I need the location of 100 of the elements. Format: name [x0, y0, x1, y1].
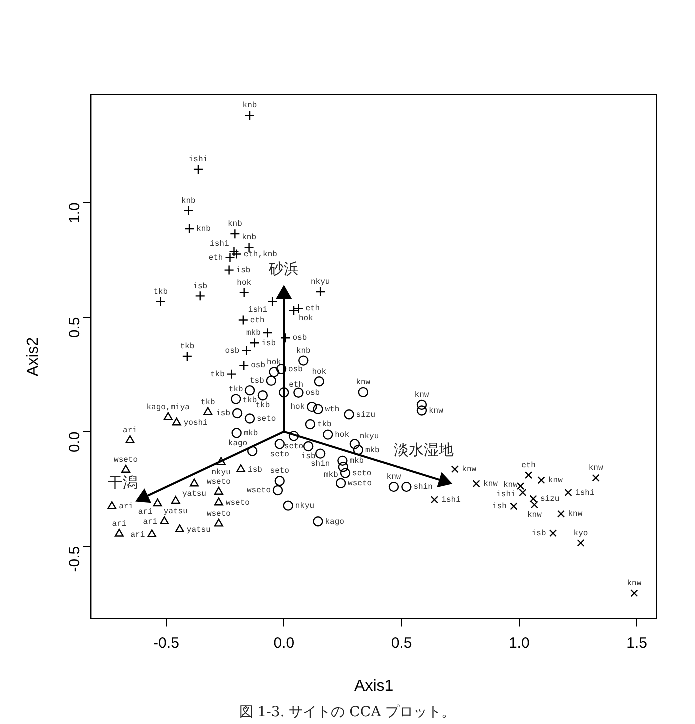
data-label: knw — [462, 466, 477, 475]
data-label: tkb — [242, 396, 258, 406]
data-label: seto — [352, 469, 372, 478]
data-label: eth — [208, 254, 224, 263]
data-label: ari — [112, 520, 127, 530]
data-label: knw — [414, 391, 430, 400]
x-tick-label: 1.5 — [626, 634, 648, 652]
data-label: knw — [504, 480, 518, 490]
data-label: sizu — [540, 495, 560, 504]
data-label: knw — [568, 510, 583, 520]
data-label: seto — [284, 442, 304, 452]
data-label: isb — [216, 410, 231, 419]
data-label: ishi — [248, 306, 268, 316]
data-label: hok — [335, 430, 350, 440]
data-label: shin — [310, 460, 330, 469]
data-label: eth — [522, 461, 536, 470]
data-label: kago — [228, 439, 248, 448]
data-label: isb — [193, 282, 208, 292]
data-label: ari — [138, 508, 153, 517]
data-label: osb — [292, 334, 308, 344]
data-label: knb — [181, 196, 196, 206]
data-label: sizu — [356, 410, 376, 420]
y-tick-label: 1.0 — [66, 202, 84, 224]
data-label: knw — [428, 406, 444, 416]
data-label: knb — [242, 102, 258, 111]
data-label: mkb — [350, 457, 364, 466]
data-label: ishi — [576, 488, 595, 498]
data-label: knb — [296, 346, 312, 356]
data-label: knw — [548, 476, 564, 486]
series-label: 干潟 — [108, 474, 138, 492]
series-label: 淡水湿地 — [394, 441, 454, 460]
x-tick-label: 0.0 — [274, 634, 295, 652]
data-label: knb — [228, 220, 243, 230]
data-label: eth — [250, 316, 266, 326]
data-label: knw — [527, 511, 542, 520]
data-label: yatsu — [182, 490, 207, 499]
data-label: tkb — [256, 402, 270, 411]
data-label: wseto — [226, 498, 250, 508]
data-label: eth — [306, 304, 320, 314]
data-label: ishi — [188, 156, 208, 165]
data-label: ishi — [496, 490, 516, 500]
data-label: wseto — [114, 456, 138, 466]
x-tick-label: 0.5 — [391, 634, 412, 652]
data-label: eth,knb — [244, 250, 278, 260]
data-label: tkb — [210, 370, 226, 380]
data-label: eth — [289, 380, 304, 390]
data-label: nkyu — [360, 432, 380, 442]
data-label: isb — [301, 452, 316, 462]
data-label: knw — [484, 480, 498, 489]
data-label: knw — [356, 378, 371, 388]
data-label: ishi — [442, 496, 462, 506]
caption: 図 1-3. サイトの CCA プロット。 — [239, 704, 456, 721]
x-tick-label: 1.0 — [508, 634, 530, 652]
data-label: ari — [123, 426, 138, 436]
data-label: tkb — [154, 288, 168, 298]
data-label: kago,miya — [146, 404, 190, 413]
data-label: hok — [237, 278, 252, 288]
data-label: mkb — [244, 429, 258, 438]
data-label: knb — [242, 234, 257, 243]
data-label: ishi — [210, 240, 230, 249]
data-label: nkyu — [310, 278, 330, 288]
data-label: mkb — [246, 329, 262, 338]
data-label: ish — [492, 502, 508, 512]
data-label: wseto — [348, 480, 372, 489]
data-label: tkb — [317, 420, 332, 430]
data-label: seto — [270, 450, 290, 460]
data-label: osb — [288, 365, 304, 374]
data-label: tkb — [180, 342, 195, 352]
data-label: yoshi — [184, 419, 208, 428]
data-label: kyo — [574, 529, 588, 538]
data-label: hok — [267, 358, 282, 368]
data-label: knw — [627, 579, 642, 588]
data-label: isb — [236, 266, 251, 276]
data-label: wseto — [246, 486, 272, 496]
data-label: ari — [119, 502, 134, 512]
data-label: isb — [248, 466, 263, 475]
data-label: knw — [386, 473, 402, 482]
data-label: shin — [414, 483, 434, 492]
data-label: isb — [262, 339, 276, 348]
y-axis-title: Axis2 — [25, 337, 42, 376]
data-label: seto — [257, 414, 276, 424]
data-label: mkb — [324, 471, 339, 480]
data-label: hok — [312, 368, 327, 377]
data-label: nkyu — [295, 502, 315, 511]
data-label: yatsu — [186, 526, 212, 535]
data-label: isb — [532, 529, 546, 538]
data-label: osb — [306, 389, 320, 398]
data-label: tkb — [200, 398, 216, 408]
data-label: mkb — [365, 446, 380, 456]
data-label: wseto — [206, 510, 232, 520]
data-label: knw — [588, 464, 604, 474]
data-label: tkb — [228, 385, 244, 394]
data-label: osb — [225, 346, 240, 356]
data-label: tsb — [250, 377, 265, 386]
x-tick-label: -0.5 — [154, 634, 180, 652]
data-label: knb — [196, 225, 212, 234]
data-label: seto — [270, 467, 290, 476]
data-label: osb — [251, 362, 266, 371]
data-label: wseto — [206, 478, 232, 488]
data-label: hok — [298, 314, 314, 324]
